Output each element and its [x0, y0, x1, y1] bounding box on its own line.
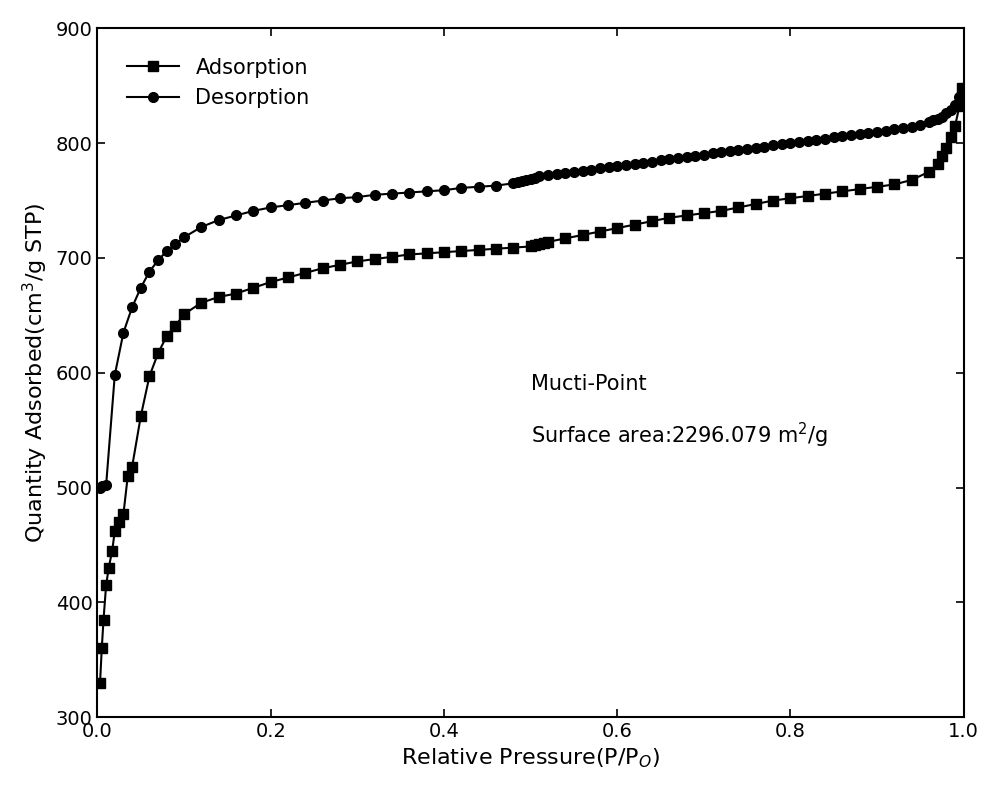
Adsorption — [871, 182, 883, 191]
Line: Adsorption: Adsorption — [95, 83, 967, 687]
Adsorption — [533, 240, 545, 249]
Desorption — [888, 125, 900, 134]
X-axis label: Relative Pressure(P/P$_O$): Relative Pressure(P/P$_O$) — [401, 747, 660, 770]
Adsorption — [94, 678, 106, 687]
Desorption — [213, 215, 225, 225]
Desorption — [455, 184, 467, 193]
Desorption — [758, 142, 770, 151]
Desorption — [956, 83, 968, 93]
Adsorption — [956, 83, 968, 93]
Adsorption — [265, 278, 277, 287]
Adsorption — [178, 309, 190, 319]
Line: Desorption: Desorption — [95, 83, 967, 493]
Desorption — [117, 327, 129, 337]
Desorption — [94, 483, 106, 492]
Text: Surface area:2296.079 m$^2$/g: Surface area:2296.079 m$^2$/g — [531, 422, 828, 451]
Adsorption — [854, 184, 866, 194]
Legend: Adsorption, Desorption: Adsorption, Desorption — [118, 49, 318, 116]
Adsorption — [213, 292, 225, 301]
Text: Mucti-Point: Mucti-Point — [531, 374, 646, 394]
Desorption — [247, 206, 259, 216]
Y-axis label: Quantity Adsorbed(cm$^3$/g STP): Quantity Adsorbed(cm$^3$/g STP) — [21, 202, 50, 543]
